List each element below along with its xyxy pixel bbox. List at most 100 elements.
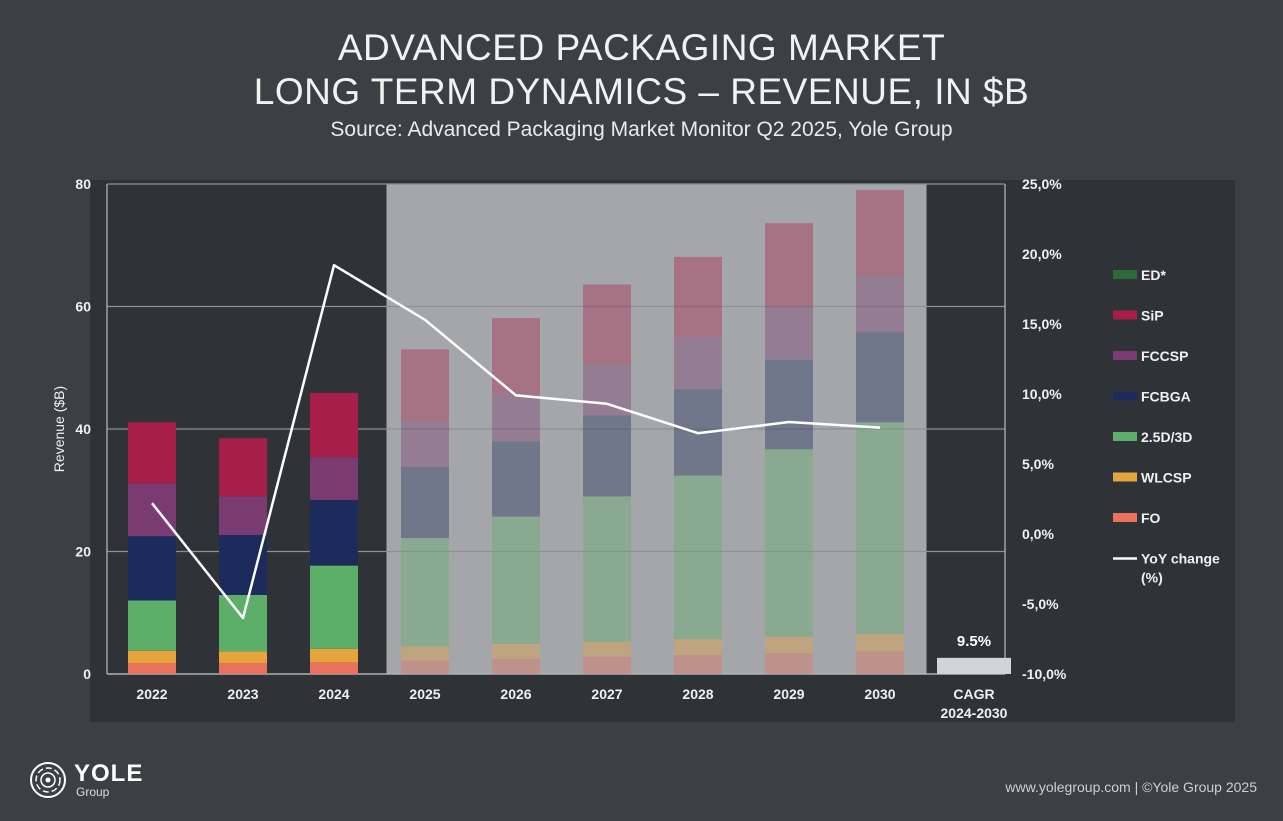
bar-sip-2025 [401, 349, 449, 422]
y-tick-label: 20 [75, 544, 91, 560]
x-tick-label: 2025 [409, 686, 440, 702]
cagr-value-label: 9.5% [957, 633, 991, 650]
bar-fo-2025 [401, 660, 449, 674]
y2-tick-label: 0,0% [1022, 526, 1054, 542]
y-tick-label: 80 [75, 176, 91, 192]
cagr-bar [937, 657, 1011, 674]
bar-fo-2026 [492, 658, 540, 674]
bar-fccsp-2029 [765, 306, 813, 360]
x-tick-label: 2026 [500, 686, 531, 702]
bar-fcbga-2030 [856, 331, 904, 423]
legend-label: FCBGA [1141, 389, 1191, 405]
chart-title: ADVANCED PACKAGING MARKET LONG TERM DYNA… [0, 26, 1283, 144]
bar-wlcsp-2026 [492, 643, 540, 659]
bar-25d3d-2026 [492, 516, 540, 644]
x-tick-label: 2029 [773, 686, 804, 702]
yoy-line [151, 263, 881, 620]
bar-25d3d-2022 [128, 600, 176, 651]
legend-label: FO [1141, 510, 1161, 526]
bar-wlcsp-2024 [310, 648, 358, 663]
legend-swatch [1113, 432, 1137, 441]
bar-25d3d-2030 [856, 422, 904, 635]
legend-label: YoY change [1141, 551, 1220, 567]
y2-tick-label: 20,0% [1022, 246, 1062, 262]
bar-sip-2024 [310, 392, 358, 458]
y2-tick-label: -5,0% [1022, 596, 1059, 612]
legend-label: SiP [1141, 308, 1164, 324]
bar-fo-2028 [674, 655, 722, 674]
bar-fcbga-2029 [765, 359, 813, 450]
bar-wlcsp-2030 [856, 634, 904, 652]
bar-fcbga-2025 [401, 466, 449, 539]
legend-label: WLCSP [1141, 470, 1192, 486]
legend-swatch [1113, 351, 1137, 360]
x-tick-label: 2027 [591, 686, 622, 702]
bar-wlcsp-2025 [401, 646, 449, 661]
bar-25d3d-2023 [219, 594, 267, 652]
legend-swatch [1113, 270, 1137, 279]
logo-sub: Group [76, 784, 110, 799]
bar-sip-2028 [674, 256, 722, 338]
bar-fo-2023 [219, 662, 267, 674]
bar-fccsp-2026 [492, 393, 540, 442]
bar-fccsp-2024 [310, 457, 358, 501]
bar-fo-2029 [765, 653, 813, 674]
bar-fccsp-2023 [219, 496, 267, 535]
title-line-1: ADVANCED PACKAGING MARKET [337, 27, 946, 68]
bar-fo-2022 [128, 662, 176, 674]
bar-sip-2027 [583, 284, 631, 365]
bar-fcbga-2024 [310, 500, 358, 566]
legend-swatch [1113, 472, 1137, 482]
legend-label: 2.5D/3D [1141, 429, 1192, 445]
bar-wlcsp-2022 [128, 650, 176, 663]
bar-25d3d-2027 [583, 496, 631, 642]
bar-25d3d-2024 [310, 565, 358, 649]
chart-subtitle: Source: Advanced Packaging Market Monito… [330, 118, 953, 141]
y-tick-label: 0 [83, 666, 91, 682]
yole-logo-icon [30, 762, 66, 798]
bar-sip-2023 [219, 438, 267, 497]
legend-label: ED* [1141, 267, 1166, 283]
legend-swatch [1113, 310, 1137, 320]
bar-fcbga-2026 [492, 441, 540, 517]
bar-fo-2027 [583, 656, 631, 674]
y-tick-label: 40 [75, 421, 91, 437]
legend-swatch [1113, 391, 1137, 401]
cagr-axis-label: CAGR [953, 686, 994, 702]
bar-wlcsp-2029 [765, 636, 813, 654]
bar-wlcsp-2023 [219, 651, 267, 663]
bar-fccsp-2025 [401, 421, 449, 467]
bar-25d3d-2028 [674, 475, 722, 640]
y-tick-label: 60 [75, 299, 91, 315]
bar-wlcsp-2027 [583, 641, 631, 657]
bar-fcbga-2022 [128, 536, 176, 601]
legend-label: FCCSP [1141, 348, 1188, 364]
yole-logo: YOLE Group [28, 760, 143, 800]
legend-label: (%) [1141, 570, 1163, 586]
bar-25d3d-2025 [401, 538, 449, 647]
y2-tick-label: 5,0% [1022, 456, 1054, 472]
x-tick-label: 2024 [318, 686, 349, 702]
bar-fo-2024 [310, 662, 358, 674]
y2-tick-label: 10,0% [1022, 386, 1062, 402]
y2-tick-label: 15,0% [1022, 316, 1062, 332]
bar-fo-2030 [856, 651, 904, 674]
bar-sip-2029 [765, 223, 813, 307]
logo-name: YOLE [74, 759, 144, 787]
bar-fcbga-2023 [219, 534, 267, 595]
bar-sip-2022 [128, 422, 176, 484]
bar-fcbga-2027 [583, 415, 631, 497]
y2-tick-label: -10,0% [1022, 666, 1067, 682]
bar-wlcsp-2028 [674, 639, 722, 656]
x-tick-label: 2022 [136, 686, 167, 702]
bar-fccsp-2028 [674, 337, 722, 390]
legend-swatch [1113, 513, 1137, 522]
x-tick-label: 2030 [864, 686, 895, 702]
footer-credit: www.yolegroup.com | ©Yole Group 2025 [1005, 779, 1257, 795]
y-axis-label: Revenue ($B) [51, 386, 67, 472]
bar-25d3d-2029 [765, 449, 813, 637]
y2-tick-label: 25,0% [1022, 176, 1062, 192]
title-line-2: LONG TERM DYNAMICS – REVENUE, IN $B [253, 71, 1030, 112]
x-tick-label: 2023 [227, 686, 258, 702]
